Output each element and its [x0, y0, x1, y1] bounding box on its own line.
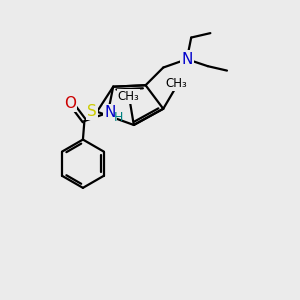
- Text: N: N: [105, 105, 116, 120]
- Text: S: S: [87, 104, 97, 119]
- Text: O: O: [64, 96, 76, 111]
- Text: CH₃: CH₃: [166, 77, 188, 90]
- Text: H: H: [114, 112, 123, 124]
- Text: N: N: [181, 52, 193, 67]
- Text: CH₃: CH₃: [118, 90, 139, 103]
